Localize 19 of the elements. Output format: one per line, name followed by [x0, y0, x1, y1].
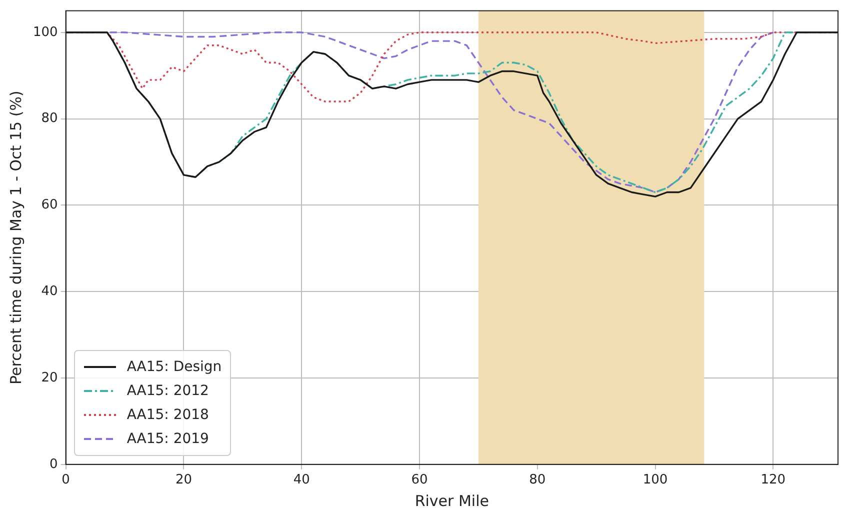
x-axis-title: River Mile [414, 492, 489, 510]
x-tick-label: 120 [760, 472, 786, 488]
legend-label: AA15: 2018 [126, 407, 209, 424]
y-axis-title: Percent time during May 1 - Oct 15 (%) [6, 90, 25, 385]
y-tick-label: 100 [32, 24, 58, 40]
y-tick-label: 20 [41, 370, 58, 386]
legend-label: AA15: 2012 [126, 383, 209, 400]
x-tick-label: 80 [529, 472, 546, 488]
y-tick-label: 0 [50, 456, 58, 472]
legend-label: AA15: 2019 [126, 431, 209, 448]
y-tick-label: 40 [41, 284, 58, 299]
y-tick-label: 80 [41, 111, 58, 126]
x-tick-label: 60 [411, 472, 428, 488]
x-tick-label: 40 [293, 472, 310, 488]
x-tick-label: 100 [642, 472, 668, 488]
x-tick-label: 20 [175, 472, 192, 488]
x-tick-label: 0 [62, 472, 70, 488]
y-tick-label: 60 [41, 198, 58, 213]
legend-label: AA15: Design [126, 359, 222, 376]
